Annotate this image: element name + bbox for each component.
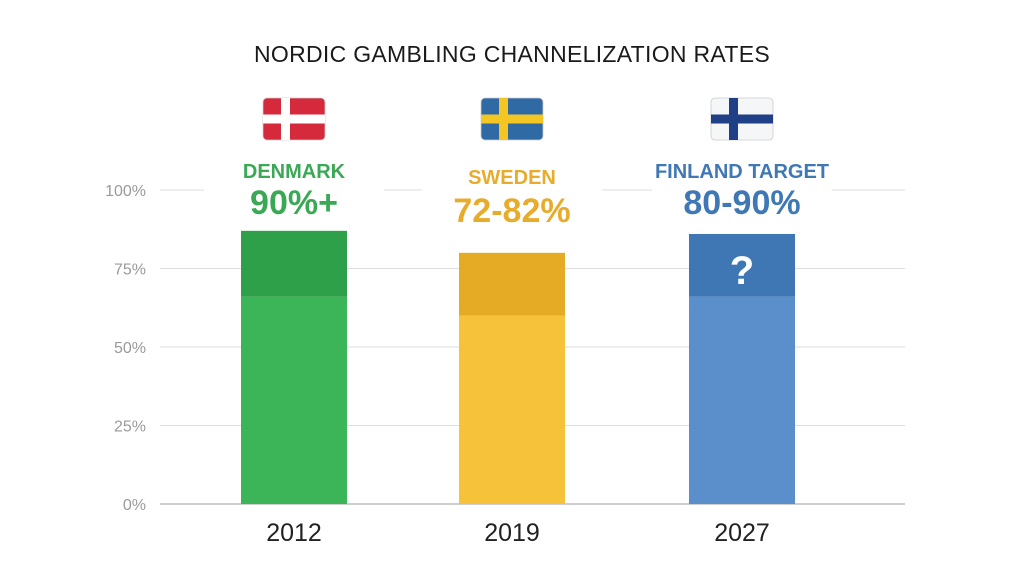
flag-cross-horizontal [711, 114, 773, 124]
y-tick-label: 50% [114, 340, 146, 357]
bar-top-segment-2012 [241, 230, 347, 297]
bar-top-segment-2027 [689, 233, 795, 297]
finland-flag-icon [710, 97, 774, 141]
value-label: 90%+ [250, 184, 338, 222]
label-background [422, 162, 602, 230]
flags [262, 97, 774, 141]
y-axis: 0% 25% 50% 75% 100% [105, 183, 146, 514]
bar-2019 [459, 315, 565, 504]
bar-2012 [241, 296, 347, 504]
x-tick-label: 2019 [484, 519, 540, 547]
country-label: FINLAND TARGET [655, 161, 829, 183]
country-label: DENMARK [243, 161, 346, 183]
x-tick-label: 2027 [714, 519, 770, 547]
denmark-flag-icon [262, 97, 326, 141]
bar-2027 [689, 296, 795, 504]
x-tick-label: 2012 [266, 519, 322, 547]
sweden-flag-icon [480, 97, 544, 141]
chart-title: NORDIC GAMBLING CHANNELIZATION RATES [254, 41, 770, 67]
y-tick-label: 0% [123, 497, 146, 514]
label-background [652, 156, 832, 222]
value-label: 72-82% [453, 192, 570, 230]
y-tick-label: 25% [114, 419, 146, 436]
value-label: 80-90% [683, 184, 800, 222]
country-label: SWEDEN [468, 167, 556, 189]
y-tick-label: 75% [114, 262, 146, 279]
bar-annotation: ? [730, 249, 754, 293]
label-background [204, 156, 384, 222]
flag-cross-horizontal [481, 114, 543, 124]
bar-top-segment-2019 [459, 252, 565, 316]
bars: ? [241, 230, 795, 504]
y-tick-label: 100% [105, 183, 146, 200]
flag-cross-horizontal [263, 114, 325, 124]
x-axis: 2012 2019 2027 [266, 519, 770, 547]
